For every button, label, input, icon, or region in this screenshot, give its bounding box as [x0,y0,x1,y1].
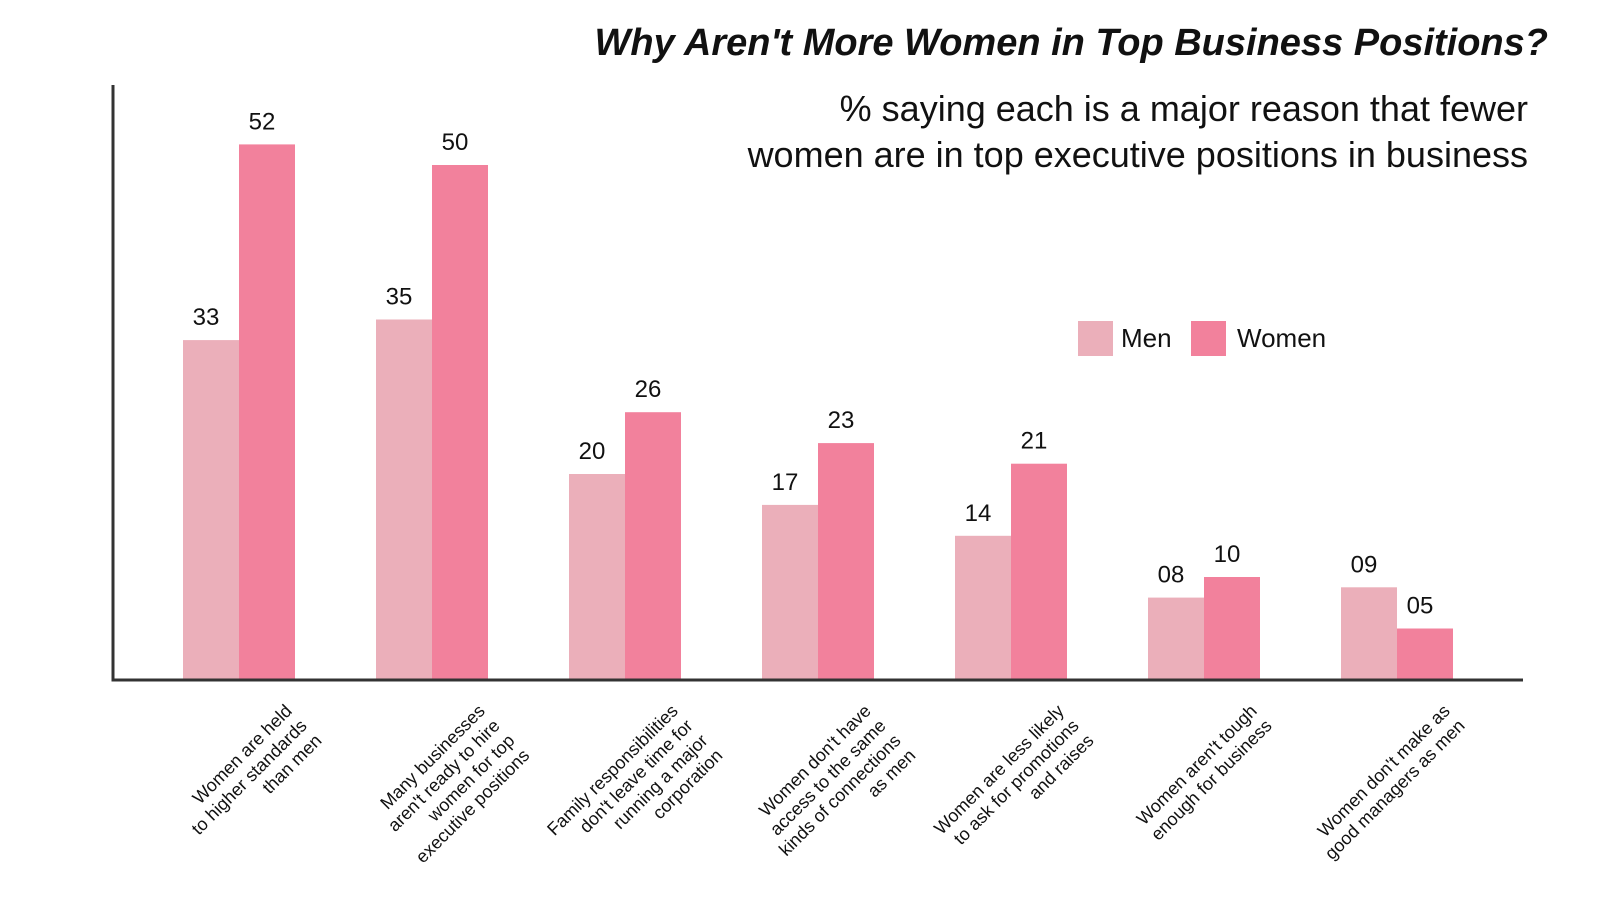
bar-men-6 [1148,597,1204,680]
bar-men-5 [955,535,1011,680]
value-label-women-2: 50 [442,129,469,156]
bar-men-2 [376,319,432,680]
category-label-line: Women aren't tough [1133,701,1261,829]
legend-swatch-women [1191,321,1226,356]
bar-women-4 [818,443,874,680]
chart-title: Why Aren't More Women in Top Business Po… [594,22,1548,64]
value-label-men-2: 35 [386,284,413,311]
bar-women-7 [1397,628,1453,680]
category-label-line: Women don't make as [1314,701,1454,841]
value-labels-layer: 33 52 35 50 20 26 17 23 14 21 08 10 09 05 [193,108,1434,619]
value-label-men-1: 33 [193,304,220,331]
value-label-women-1: 52 [249,108,276,135]
value-label-men-5: 14 [965,500,992,527]
value-label-men-3: 20 [579,438,606,465]
value-label-men-4: 17 [772,469,799,496]
chart-subtitle-line-1: % saying each is a major reason that few… [839,88,1528,129]
bar-women-3 [625,412,681,680]
value-label-men-6: 08 [1158,562,1185,589]
bar-men-4 [762,504,818,680]
value-label-women-4: 23 [828,407,855,434]
value-label-women-3: 26 [635,376,662,403]
bar-men-7 [1341,587,1397,680]
legend: Men Women [1078,321,1326,356]
legend-swatch-men [1078,321,1113,356]
bars-layer [183,144,1453,680]
value-label-men-7: 09 [1351,551,1378,578]
chart-subtitle: % saying each is a major reason that few… [628,86,1528,178]
bar-men-3 [569,474,625,680]
bar-women-2 [432,165,488,680]
bar-men-1 [183,340,239,680]
value-label-women-5: 21 [1021,428,1048,455]
category-label-line: good managers as men [1321,716,1469,864]
legend-label-men: Men [1121,323,1172,353]
bar-women-6 [1204,577,1260,680]
value-label-women-7: 05 [1407,593,1434,620]
legend-label-women: Women [1237,323,1326,353]
category-label-line: to ask for promotions [950,716,1083,849]
bar-women-5 [1011,463,1067,680]
axes-layer [111,85,1523,682]
value-label-women-6: 10 [1214,541,1241,568]
chart-subtitle-line-2: women are in top executive positions in … [747,134,1528,175]
bar-women-1 [239,144,295,680]
